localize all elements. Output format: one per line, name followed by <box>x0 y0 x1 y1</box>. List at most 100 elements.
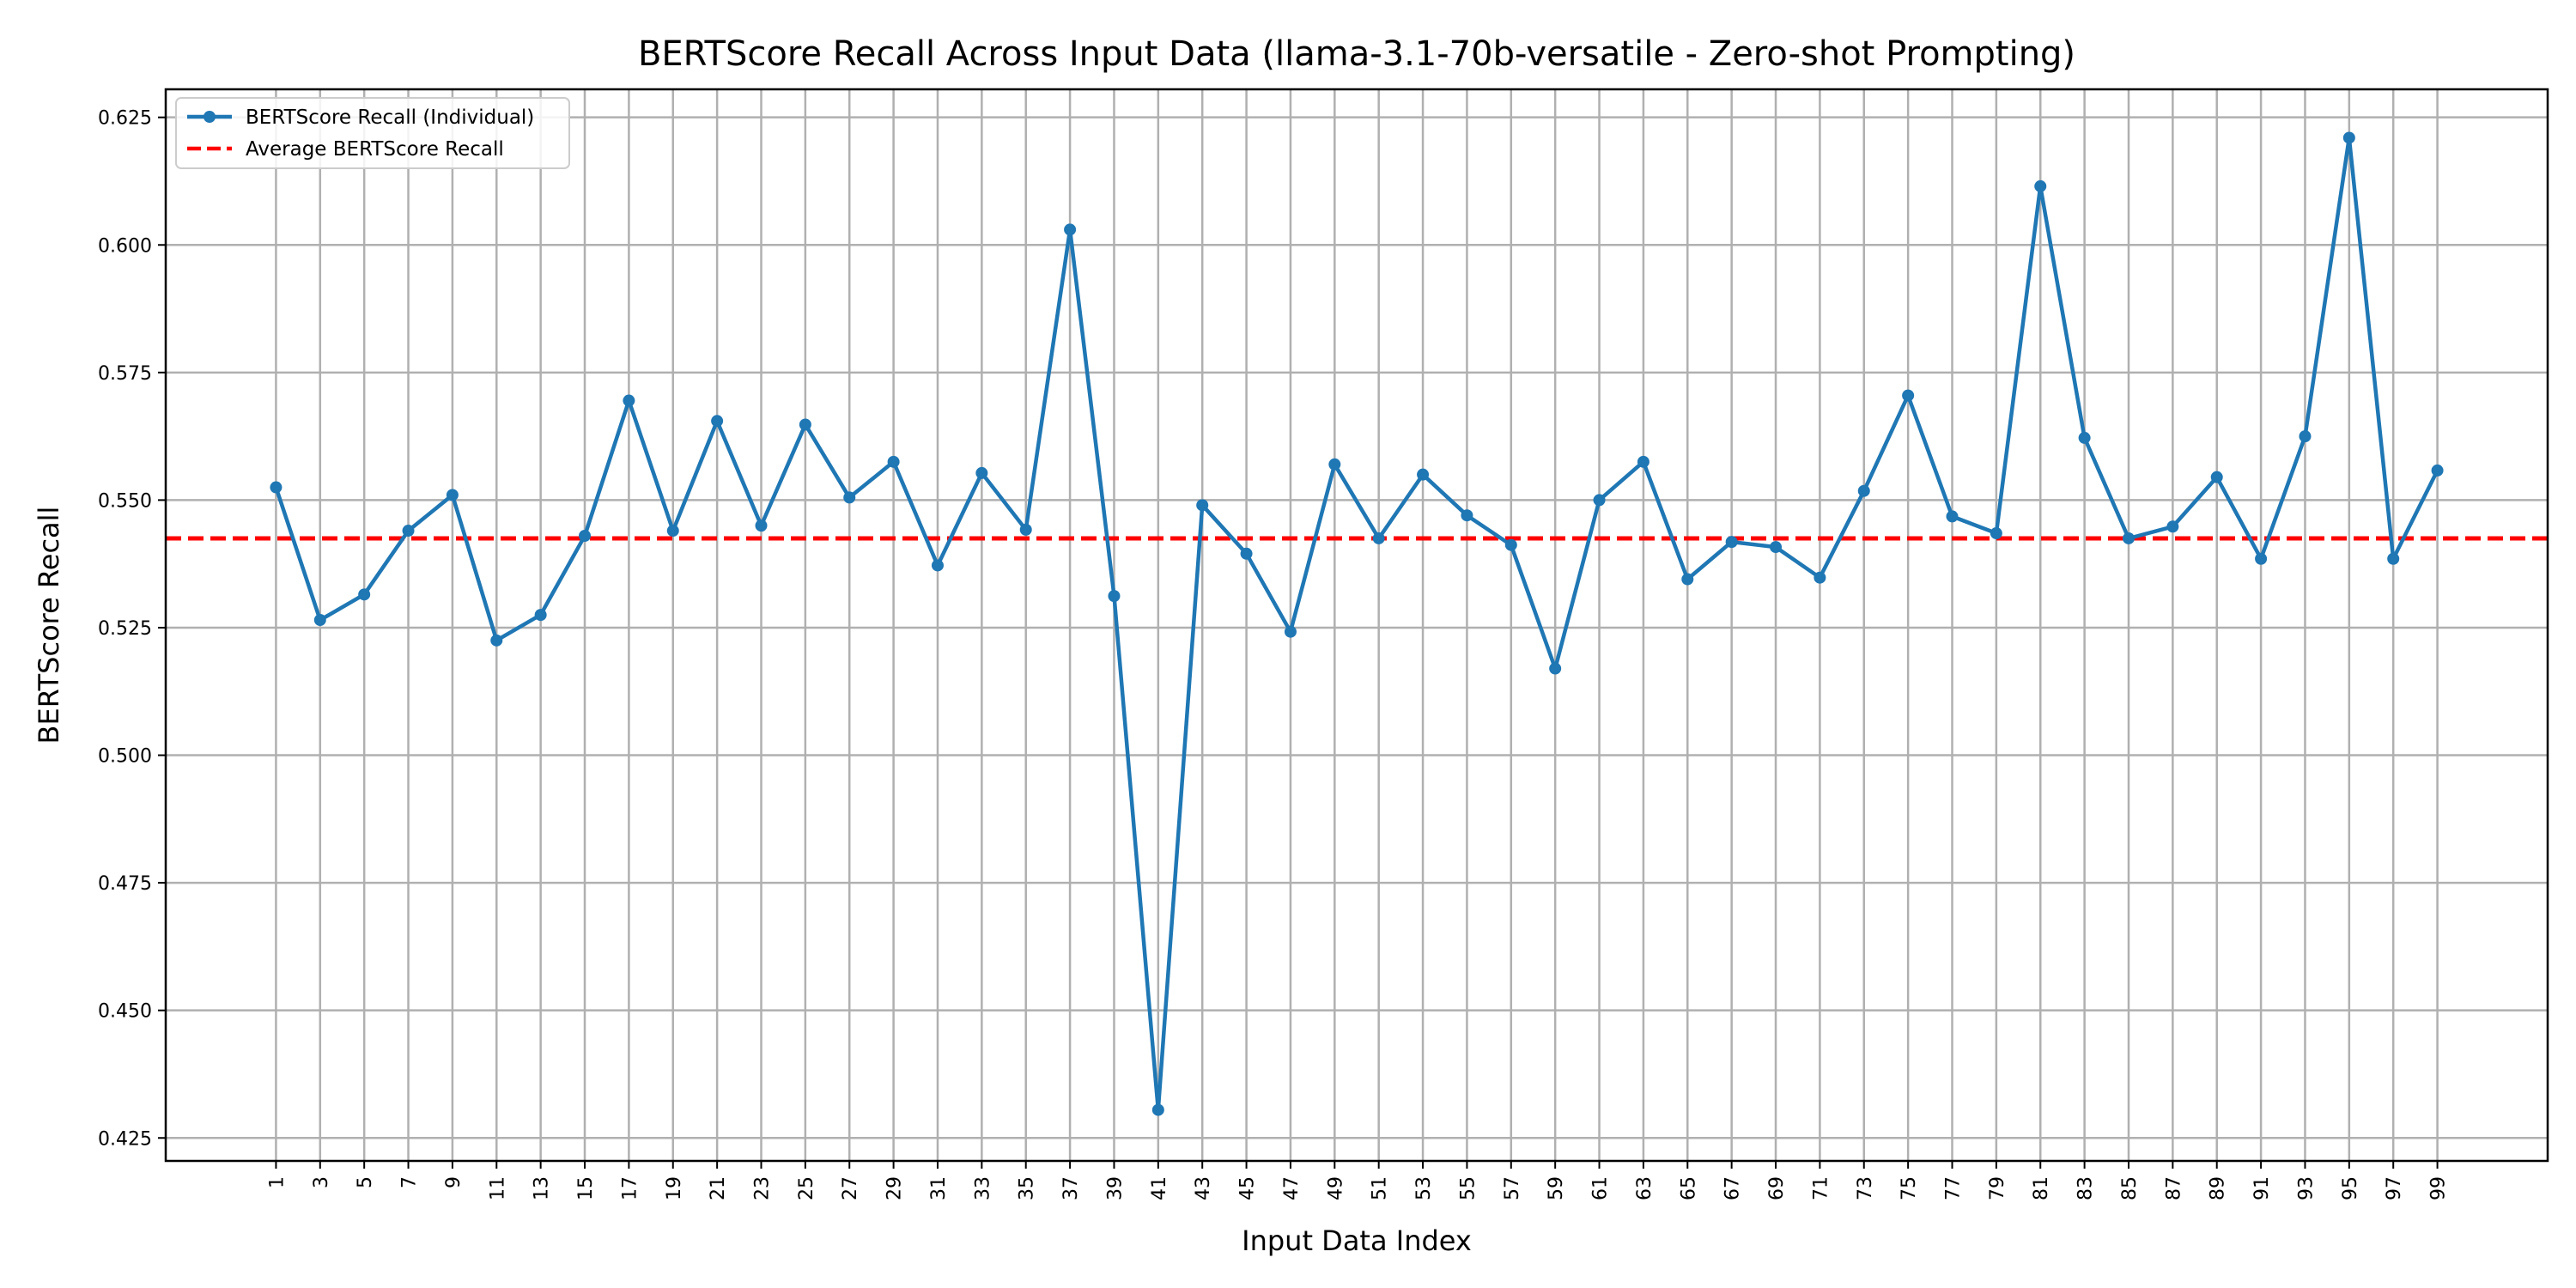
data-point <box>1814 571 1826 584</box>
legend: BERTScore Recall (Individual) Average BE… <box>175 97 570 169</box>
x-tick-label: 15 <box>575 1176 597 1200</box>
data-point <box>1461 509 1473 522</box>
y-tick-label: 0.425 <box>98 1128 152 1150</box>
x-tick-label: 43 <box>1193 1176 1214 1200</box>
x-tick-label: 87 <box>2163 1176 2184 1200</box>
data-point <box>887 455 900 468</box>
data-point <box>1770 541 1783 554</box>
data-point <box>1549 662 1562 675</box>
y-tick-label: 0.625 <box>98 108 152 130</box>
x-tick-label: 95 <box>2340 1176 2361 1200</box>
x-tick-label: 9 <box>443 1176 465 1188</box>
legend-label-average: Average BERTScore Recall <box>246 138 504 161</box>
data-point <box>711 415 724 428</box>
y-axis-label: BERTScore Recall <box>33 507 65 744</box>
data-point <box>313 614 326 627</box>
data-point <box>1946 510 1959 523</box>
data-point <box>2034 179 2047 192</box>
x-tick-label: 63 <box>1634 1176 1656 1200</box>
data-point <box>2387 552 2400 565</box>
x-tick-label: 79 <box>1987 1176 2008 1200</box>
chart-title: BERTScore Recall Across Input Data (llam… <box>638 34 2075 74</box>
y-tick-label: 0.525 <box>98 618 152 640</box>
x-tick-label: 29 <box>884 1176 906 1200</box>
plot-frame <box>164 88 2549 1163</box>
data-point <box>490 634 503 647</box>
x-tick-label: 3 <box>311 1176 332 1188</box>
y-tick-label: 0.550 <box>98 490 152 512</box>
x-tick-label: 13 <box>532 1176 553 1200</box>
data-point <box>579 530 592 542</box>
x-tick-label: 69 <box>1766 1176 1788 1200</box>
x-tick-label: 61 <box>1590 1176 1612 1200</box>
x-tick-label: 17 <box>619 1176 641 1200</box>
data-point <box>2342 131 2355 144</box>
data-series <box>270 131 2444 1116</box>
data-point <box>666 525 679 538</box>
x-tick-label: 91 <box>2251 1176 2273 1200</box>
x-tick-label: 25 <box>796 1176 817 1200</box>
y-tick-label: 0.500 <box>98 746 152 768</box>
data-point <box>358 588 371 601</box>
data-point <box>843 491 856 504</box>
x-tick-label: 23 <box>752 1176 774 1200</box>
data-point <box>975 466 988 479</box>
data-point <box>446 489 459 501</box>
data-point <box>1637 455 1649 468</box>
x-tick-label: 11 <box>487 1176 508 1200</box>
legend-label-individual: BERTScore Recall (Individual) <box>246 106 534 129</box>
x-tick-label: 37 <box>1060 1176 1082 1200</box>
x-tick-label: 71 <box>1810 1176 1832 1200</box>
data-point <box>1284 625 1297 638</box>
data-point <box>1593 494 1606 507</box>
x-tick-label: 51 <box>1370 1176 1391 1200</box>
data-point <box>755 519 768 532</box>
x-tick-label: 35 <box>1017 1176 1038 1200</box>
x-tick-label: 75 <box>1899 1176 1920 1200</box>
x-tick-label: 55 <box>1457 1176 1479 1200</box>
data-point <box>1990 527 2002 540</box>
x-tick-label: 19 <box>664 1176 685 1200</box>
data-point <box>1417 468 1430 481</box>
x-tick-label: 7 <box>399 1176 421 1188</box>
y-tick-label: 0.450 <box>98 1001 152 1023</box>
x-tick-label: 39 <box>1104 1176 1126 1200</box>
data-point <box>1151 1103 1164 1116</box>
data-point <box>270 481 283 494</box>
data-point <box>2078 431 2091 444</box>
x-tick-label: 21 <box>708 1176 729 1200</box>
x-tick-label: 99 <box>2428 1176 2450 1200</box>
x-tick-label: 27 <box>840 1176 861 1200</box>
x-tick-label: 59 <box>1546 1176 1567 1200</box>
data-point <box>2255 552 2268 565</box>
x-tick-label: 85 <box>2119 1176 2141 1200</box>
y-tick-label: 0.575 <box>98 363 152 385</box>
x-tick-label: 47 <box>1281 1176 1303 1200</box>
x-tick-label: 89 <box>2208 1176 2229 1200</box>
y-axis-ticks: 0.425 0.450 0.475 0.500 0.525 0.550 0.575 0.600… <box>98 108 166 1150</box>
data-point <box>1240 547 1253 560</box>
x-tick-label: 49 <box>1325 1176 1346 1200</box>
x-tick-label: 41 <box>1149 1176 1170 1200</box>
grid <box>166 89 2548 1161</box>
x-tick-label: 81 <box>2031 1176 2052 1200</box>
series-line-individual <box>274 136 2439 1112</box>
x-tick-label: 77 <box>1943 1176 1965 1200</box>
y-tick-label: 0.475 <box>98 873 152 895</box>
x-tick-label: 73 <box>1855 1176 1876 1200</box>
x-tick-label: 31 <box>928 1176 950 1200</box>
x-tick-label: 5 <box>355 1176 376 1188</box>
x-tick-label: 93 <box>2295 1176 2317 1200</box>
data-point <box>1108 590 1121 603</box>
data-point <box>2166 520 2179 533</box>
data-point <box>534 609 547 622</box>
data-point <box>2122 532 2135 544</box>
data-point <box>1328 458 1341 471</box>
legend-box <box>175 97 570 169</box>
data-point <box>1019 523 1032 536</box>
data-point <box>931 559 944 572</box>
data-point <box>2299 430 2312 443</box>
data-point <box>2210 471 2223 483</box>
x-tick-label: 83 <box>2075 1176 2097 1200</box>
